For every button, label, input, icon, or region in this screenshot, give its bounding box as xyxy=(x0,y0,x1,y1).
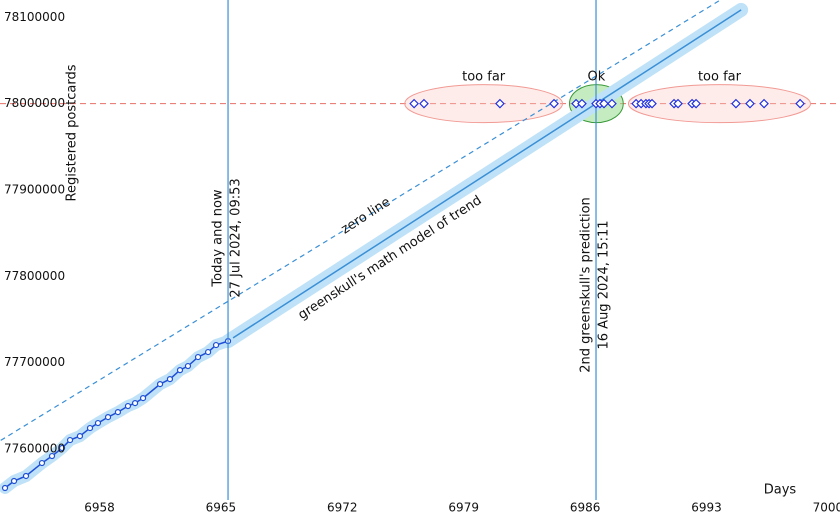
model-line xyxy=(227,9,742,342)
prediction-point xyxy=(495,98,505,109)
observed-point xyxy=(104,413,112,421)
y-tick-label: 77800000 xyxy=(4,269,65,283)
observed-point xyxy=(212,341,220,349)
x-tick-label: 6965 xyxy=(206,501,237,515)
observed-point xyxy=(131,400,139,407)
observed-point xyxy=(166,376,174,383)
observed-point xyxy=(184,362,192,370)
vertical-line-label: 27 Jul 2024, 09:53 xyxy=(229,178,244,297)
prediction-point xyxy=(419,98,429,109)
zero-line xyxy=(0,0,721,441)
marks xyxy=(0,0,840,500)
observed-point xyxy=(22,472,30,480)
observed-point xyxy=(66,436,74,444)
observed-point xyxy=(58,444,66,452)
x-tick-label: 6958 xyxy=(84,501,115,515)
observed-point xyxy=(48,452,56,460)
x-tick-label: 7000 xyxy=(813,501,840,515)
vertical-line-label: Today and now xyxy=(211,189,226,288)
y-axis-label: Registered postcards xyxy=(65,64,80,201)
x-tick-label: 6972 xyxy=(327,501,358,515)
prediction-point xyxy=(731,98,741,109)
y-tick-label: 77600000 xyxy=(4,442,65,456)
observed-point xyxy=(194,353,202,361)
observed-point xyxy=(76,432,84,440)
x-tick-label: 6986 xyxy=(570,501,601,515)
y-tick-label: 78100000 xyxy=(4,10,65,24)
vertical-line-label: 2nd greenskull's prediction xyxy=(579,197,594,373)
observed-point xyxy=(156,381,164,388)
prediction-point xyxy=(599,98,609,109)
prediction-point xyxy=(577,98,587,109)
prediction-point xyxy=(647,98,657,109)
group-ellipse xyxy=(404,84,564,124)
observed-point xyxy=(124,402,132,410)
x-tick-label: 6979 xyxy=(448,501,479,515)
observed-point xyxy=(114,408,122,416)
observed-point xyxy=(10,477,18,485)
x-axis-label: Days xyxy=(764,483,797,498)
observed-point xyxy=(86,424,94,432)
y-tick-label: 77700000 xyxy=(4,355,65,369)
group-label: too far xyxy=(462,70,506,85)
x-tick-label: 6993 xyxy=(691,501,722,515)
observed-point xyxy=(94,419,102,427)
group-label: too far xyxy=(698,70,742,85)
y-tick-label: 77900000 xyxy=(4,182,65,196)
prediction-point xyxy=(673,98,683,109)
vertical-line-label: 16 Aug 2024, 15:11 xyxy=(597,220,612,349)
prediction-point xyxy=(607,98,617,109)
prediction-point xyxy=(795,98,805,109)
observed-point xyxy=(1,484,9,492)
observed-point xyxy=(38,459,46,467)
prediction-point xyxy=(691,98,701,109)
prediction-point xyxy=(745,98,755,109)
group-label: Ok xyxy=(587,70,605,85)
prediction-point xyxy=(759,98,769,109)
observed-point xyxy=(204,348,212,356)
prediction-point xyxy=(549,98,559,109)
prediction-point xyxy=(409,98,419,109)
y-tick-label: 78000000 xyxy=(4,96,65,110)
observed-point xyxy=(139,395,147,402)
group-ellipse xyxy=(627,84,812,124)
observed-point xyxy=(176,367,184,374)
